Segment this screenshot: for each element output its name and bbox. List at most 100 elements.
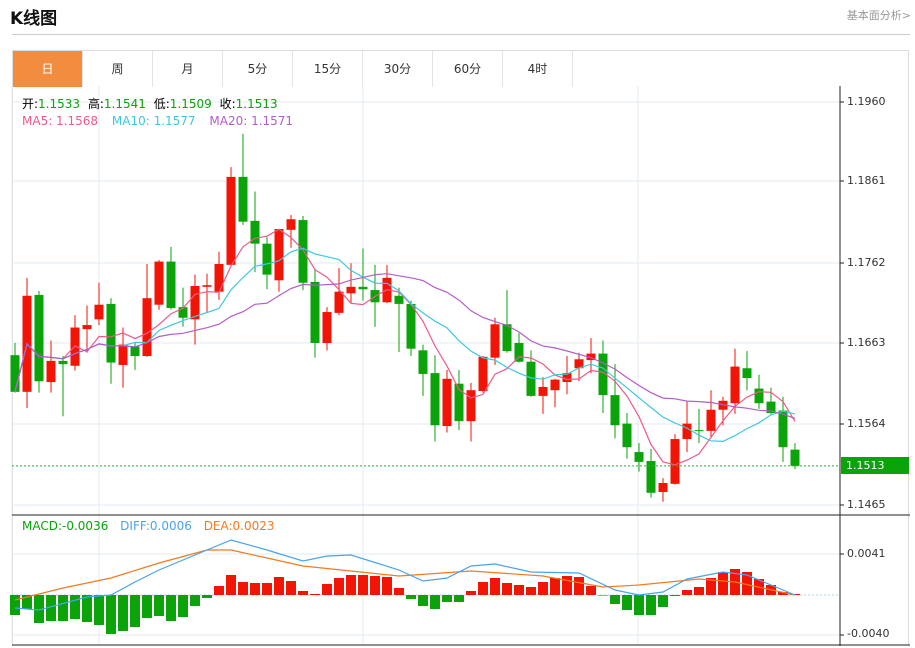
macd-bar — [190, 595, 200, 606]
tab-5min[interactable]: 5分 — [223, 51, 293, 87]
candle-down — [298, 220, 308, 283]
macd-bar — [22, 595, 32, 609]
candle-up — [346, 286, 356, 294]
close-label: 收: — [219, 97, 236, 111]
candle-up — [274, 229, 284, 281]
candle-down — [406, 303, 416, 349]
tab-month[interactable]: 月 — [153, 51, 223, 87]
candle-down — [262, 243, 272, 275]
candle-up — [538, 386, 548, 396]
price-tick: 1.1465 — [847, 498, 886, 511]
candle-down — [634, 452, 644, 462]
macd-bar — [610, 595, 620, 604]
candle-up — [286, 219, 296, 230]
tab-day[interactable]: 日 — [13, 51, 83, 87]
macd-bar — [406, 595, 416, 599]
candle-up — [190, 285, 200, 320]
macd-bar — [466, 591, 476, 595]
open-label: 开: — [22, 97, 39, 111]
macd-bar — [298, 591, 308, 595]
period-tabs: 日 周 月 5分 15分 30分 60分 4时 — [12, 50, 909, 87]
candle-up — [82, 325, 92, 330]
macd-bar — [346, 575, 356, 595]
ma-info: MA5: 1.1568 MA10: 1.1577 MA20: 1.1571 — [22, 114, 297, 128]
dea-line — [14, 549, 796, 601]
macd-bar — [178, 595, 188, 617]
fundamental-analysis-link[interactable]: 基本面分析> — [846, 9, 911, 22]
candle-up — [322, 312, 332, 343]
macd-bar — [70, 595, 80, 619]
macd-bar — [622, 595, 632, 610]
candle-up — [574, 359, 584, 369]
candle-down — [598, 353, 608, 396]
macd-bar — [706, 578, 716, 595]
candle-up — [670, 439, 680, 484]
candle-down — [10, 355, 20, 392]
tab-4hour[interactable]: 4时 — [503, 51, 573, 87]
candle-down — [610, 395, 620, 426]
macd-info: MACD:-0.0036 DIFF:0.0006 DEA:0.0023 — [22, 519, 279, 533]
candle-down — [130, 346, 140, 357]
candle-up — [478, 356, 488, 392]
candle-down — [622, 423, 632, 448]
candle-down — [250, 220, 260, 244]
candle-up — [226, 176, 236, 265]
macd-bar — [742, 572, 752, 595]
candle-up — [466, 390, 476, 422]
tab-15min[interactable]: 15分 — [293, 51, 363, 87]
candle-up — [562, 373, 572, 383]
macd-bar — [574, 577, 584, 595]
ma10-line — [14, 247, 796, 443]
macd-bar — [394, 588, 404, 595]
candle-down — [502, 324, 512, 352]
price-tick: 1.1762 — [847, 256, 886, 269]
macd-bar — [634, 595, 644, 615]
macd-bar — [34, 595, 44, 623]
candle-up — [730, 366, 740, 404]
macd-bar — [658, 595, 668, 607]
candle-up — [118, 344, 128, 365]
candle-up — [550, 379, 560, 391]
candle-down — [790, 449, 800, 466]
macd-bar — [142, 595, 152, 618]
tab-30min[interactable]: 30分 — [363, 51, 433, 87]
ma20-value: MA20: 1.1571 — [209, 114, 294, 128]
candle-down — [310, 281, 320, 343]
macd-bar — [526, 587, 536, 595]
ma20-line — [14, 273, 796, 420]
low-label: 低: — [153, 97, 170, 111]
macd-tick: -0.0040 — [847, 627, 890, 640]
candle-up — [214, 264, 224, 292]
tab-60min[interactable]: 60分 — [433, 51, 503, 87]
candle-down — [430, 373, 440, 426]
macd-bar — [454, 595, 464, 602]
macd-bar — [94, 595, 104, 625]
ohlc-info: 开:1.1533 高:1.1541 低:1.1509 收:1.1513 — [22, 95, 282, 112]
candle-up — [202, 285, 212, 287]
macd-bar — [262, 583, 272, 595]
tab-week[interactable]: 周 — [83, 51, 153, 87]
page-title: K线图 — [10, 9, 58, 29]
macd-bar — [238, 582, 248, 595]
macd-bar — [442, 595, 452, 602]
candle-up — [334, 291, 344, 313]
price-tick: 1.1663 — [847, 336, 886, 349]
candle-up — [154, 261, 164, 305]
macd-bar — [274, 577, 284, 595]
macd-bar — [502, 583, 512, 595]
dea-value: DEA:0.0023 — [203, 519, 275, 533]
candle-down — [766, 401, 776, 414]
candle-up — [94, 304, 104, 320]
macd-bar — [250, 583, 260, 595]
macd-bar — [118, 595, 128, 631]
macd-bar — [718, 572, 728, 595]
macd-bar — [334, 578, 344, 595]
macd-bar — [202, 595, 212, 598]
low-value: 1.1509 — [169, 97, 212, 111]
candle-down — [178, 307, 188, 318]
candle-down — [778, 410, 788, 448]
macd-bar — [538, 582, 548, 595]
macd-bar — [286, 581, 296, 595]
open-value: 1.1533 — [38, 97, 81, 111]
